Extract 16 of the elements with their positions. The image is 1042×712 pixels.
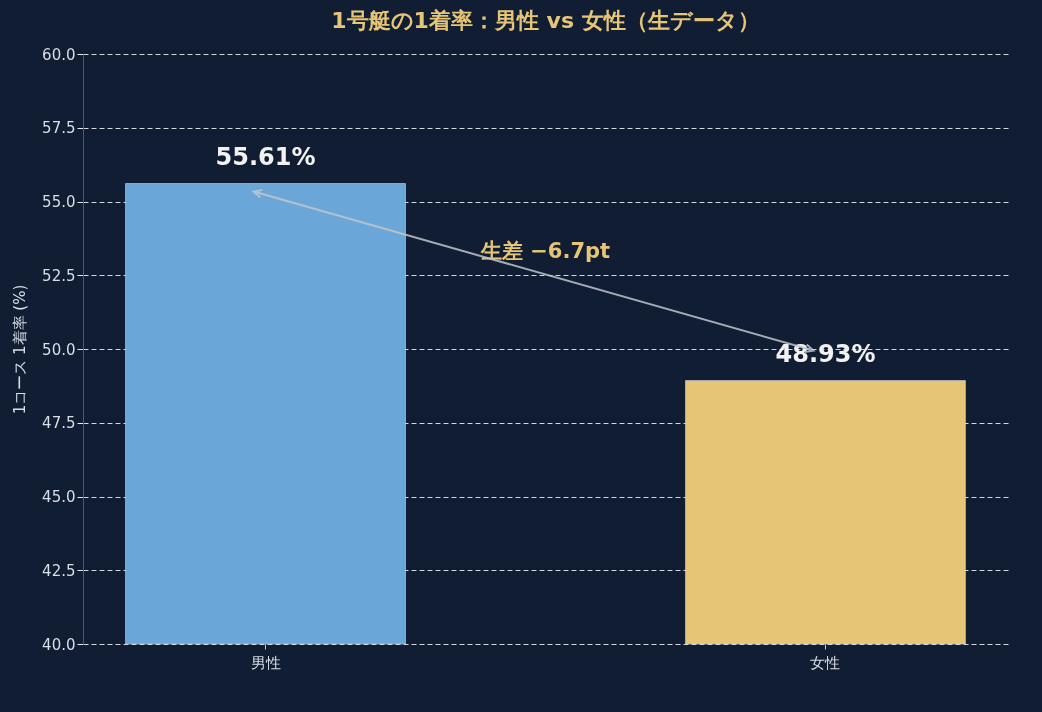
y-tick-label: 52.5	[42, 266, 76, 285]
y-tick-label: 42.5	[42, 561, 76, 580]
data-label: 55.61%	[215, 142, 316, 171]
annotation: 生差 −6.7pt	[479, 239, 611, 264]
y-axis-title: 1コース 1着率 (%)	[11, 284, 30, 415]
y-tick-label: 57.5	[42, 119, 76, 138]
y-tick-label: 40.0	[42, 635, 76, 654]
chart-title: 1号艇の1着率：男性 vs 女性（生データ）	[331, 8, 760, 33]
y-tick-label: 55.0	[42, 193, 76, 211]
x-tick-label: 男性	[250, 653, 281, 672]
data-label: 48.93%	[775, 339, 876, 368]
y-tick-label: 47.5	[42, 414, 76, 433]
y-tick-label: 60.0	[42, 45, 76, 64]
y-tick-label: 45.0	[42, 488, 76, 506]
y-tick-label: 50.0	[42, 340, 76, 359]
x-tick-label: 女性	[810, 653, 841, 672]
